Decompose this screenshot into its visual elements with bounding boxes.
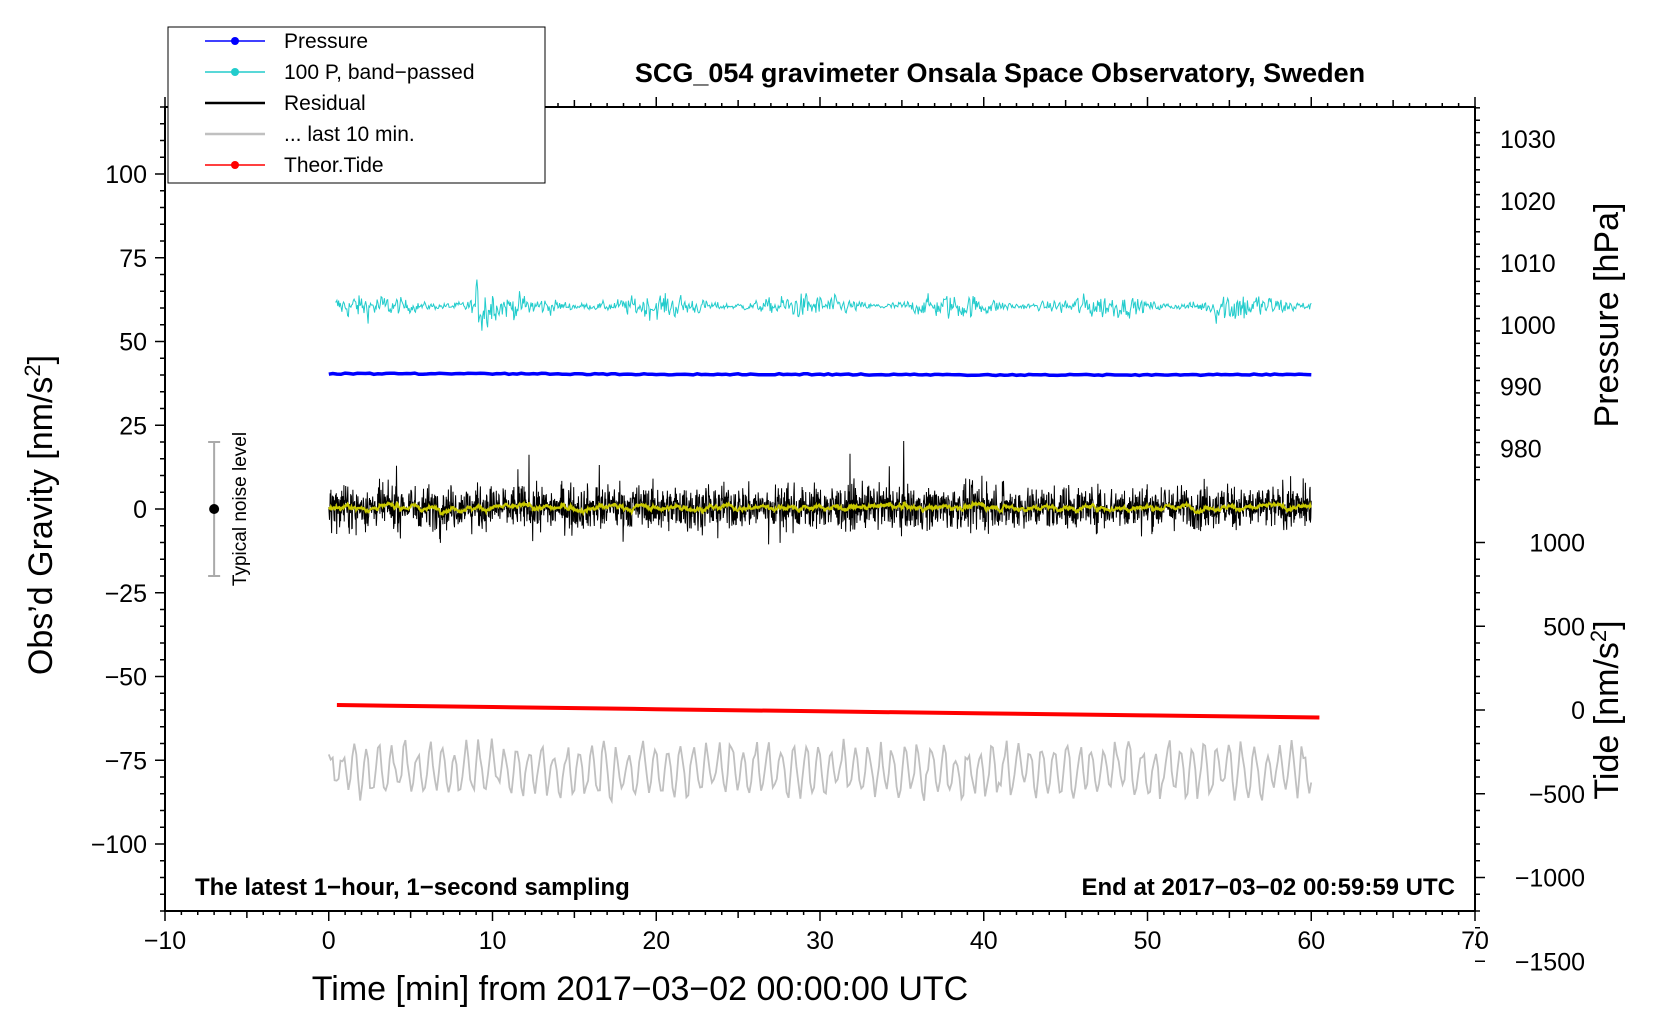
left-tick-label: −25: [105, 580, 147, 608]
left-tick-label: 25: [119, 412, 147, 440]
noise-label: Typical noise level: [230, 432, 251, 586]
left-tick-label: 75: [119, 245, 147, 273]
pressure-axis-title: Pressure [hPa]: [1588, 203, 1626, 428]
noise-center-dot: [209, 504, 220, 514]
legend-label: Pressure: [284, 30, 368, 53]
x-tick-label: 10: [479, 927, 507, 955]
legend-box: [167, 26, 546, 184]
noise-indicator: Typical noise level: [208, 432, 251, 586]
x-tick-label: 70: [1461, 927, 1489, 955]
legend: Pressure 100 P, band−passed Residual ... la…: [167, 26, 546, 184]
tide-tick-label: 500: [1543, 613, 1585, 641]
left-axis-title-sup: 2: [20, 364, 45, 376]
left-tick-label: −75: [105, 747, 147, 775]
tide-axis-title-text: Tide [nm/s: [1588, 642, 1626, 799]
pressure-tick-label: 1030: [1500, 126, 1556, 154]
x-tick-label: 50: [1134, 927, 1162, 955]
x-tick-label: 20: [642, 927, 670, 955]
x-tick-label: 0: [322, 927, 336, 955]
left-axis-title-text: Obs’d Gravity [nm/s: [22, 377, 60, 676]
pressure-tick-label: 1010: [1500, 250, 1556, 278]
series-pressure: [328, 371, 1312, 378]
chart-title: SCG_054 gravimeter Onsala Space Observat…: [635, 58, 1365, 88]
series-layer: [327, 279, 1320, 805]
legend-items: Pressure 100 P, band−passed Residual ... la…: [205, 30, 475, 177]
legend-label: Residual: [284, 92, 366, 115]
annotation-bottom-right: End at 2017−03−02 00:59:59 UTC: [1081, 874, 1455, 901]
tide-tick-label: −500: [1529, 781, 1585, 809]
left-tick-label: −100: [91, 831, 147, 859]
tide-tick-label: −1000: [1515, 865, 1585, 893]
series-last-10-min: [327, 738, 1313, 805]
pressure-tick-label: 990: [1500, 374, 1542, 402]
annotation-bottom-left: The latest 1−hour, 1−second sampling: [195, 874, 630, 901]
legend-swatch-marker: [231, 68, 239, 76]
series-bandpassed-pressure: [335, 279, 1312, 331]
left-axis-title: Obs’d Gravity [nm/s2]: [20, 355, 60, 675]
tide-axis: 1000 500 0 −500 −1000 −1500: [1475, 530, 1585, 976]
pressure-tick-label: 980: [1500, 436, 1542, 464]
tide-tick-label: 0: [1571, 697, 1585, 725]
x-tick-label: 40: [970, 927, 998, 955]
x-tick-label: 30: [806, 927, 834, 955]
series-residual: [328, 440, 1312, 545]
tide-axis-title: Tide [nm/s2]: [1586, 620, 1626, 799]
legend-swatch-marker: [231, 161, 239, 169]
left-axis: 100 75 50 25 0 −25 −50 −75 −100: [91, 106, 165, 912]
series-theoretical-tide: [336, 703, 1320, 720]
series-residual-smoothed: [327, 500, 1312, 517]
x-tick-label: −10: [144, 927, 186, 955]
legend-label: Theor.Tide: [284, 154, 384, 177]
legend-label: ... last 10 min.: [284, 123, 415, 146]
x-axis-title: Time [min] from 2017−03−02 00:00:00 UTC: [312, 970, 968, 1008]
pressure-tick-label: 1000: [1500, 312, 1556, 340]
pressure-tick-label: 1020: [1500, 188, 1556, 216]
left-tick-label: 0: [133, 496, 147, 524]
tide-axis-title-sup: 2: [1586, 630, 1611, 642]
tide-tick-label: −1500: [1515, 948, 1585, 976]
x-tick-label: 60: [1297, 927, 1325, 955]
left-tick-label: −50: [105, 664, 147, 692]
left-tick-label: 50: [119, 329, 147, 357]
tide-tick-label: 1000: [1529, 530, 1585, 558]
x-axis: −10 0 10 20 30 40 50 60 70: [144, 97, 1489, 955]
left-tick-label: 100: [105, 161, 147, 189]
tide-axis-title-end: ]: [1588, 620, 1626, 629]
left-axis-title-end: ]: [22, 355, 60, 364]
pressure-axis: 1030 1020 1010 1000 990 980: [1475, 107, 1556, 481]
legend-swatch-marker: [231, 37, 239, 45]
legend-label: 100 P, band−passed: [284, 61, 475, 84]
